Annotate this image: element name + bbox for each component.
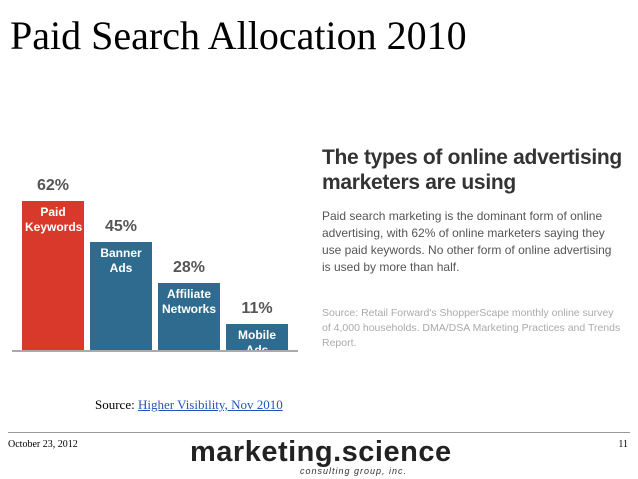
source-link[interactable]: Higher Visibility, Nov 2010 bbox=[137, 397, 283, 412]
bar: Paid Keywords bbox=[22, 200, 84, 351]
logo-subtitle: consulting group, inc. bbox=[300, 466, 408, 476]
date: October 23, 2012 bbox=[8, 439, 78, 450]
logo: marketing.science bbox=[190, 436, 452, 468]
value-label: 28% bbox=[172, 259, 206, 277]
value-label: 45% bbox=[104, 218, 138, 236]
plot: Paid Keywords 62% Banner Ads 45% Affiliate N… bbox=[0, 0, 320, 357]
source-prefix: Source: bbox=[95, 397, 135, 412]
chart-subtitle: Paid search marketing is the dominant fo… bbox=[322, 209, 612, 274]
chart-annotation: Source: Retail Forward's ShopperScape mo… bbox=[322, 307, 621, 349]
bar: Affiliate Networks bbox=[158, 283, 220, 351]
page-number: 11 bbox=[618, 439, 628, 450]
category-label: Paid Keywords bbox=[25, 204, 83, 234]
baseline bbox=[12, 350, 298, 352]
bar: Banner Ads bbox=[90, 242, 152, 351]
slide-title: Paid Search Allocation 2010 bbox=[10, 13, 467, 58]
source: Source: Higher Visibility, Nov 2010 bbox=[95, 397, 283, 413]
category-label: Banner Ads bbox=[100, 246, 142, 276]
category-label: Mobile Ads bbox=[238, 328, 276, 358]
value-label: 11% bbox=[241, 300, 273, 318]
footer-rule bbox=[8, 432, 630, 433]
chart-title: The types of online advertising marketer… bbox=[322, 146, 622, 194]
bar: Mobile Ads bbox=[226, 324, 288, 357]
value-label: 62% bbox=[36, 176, 70, 194]
category-label: Affiliate Networks bbox=[161, 287, 217, 317]
